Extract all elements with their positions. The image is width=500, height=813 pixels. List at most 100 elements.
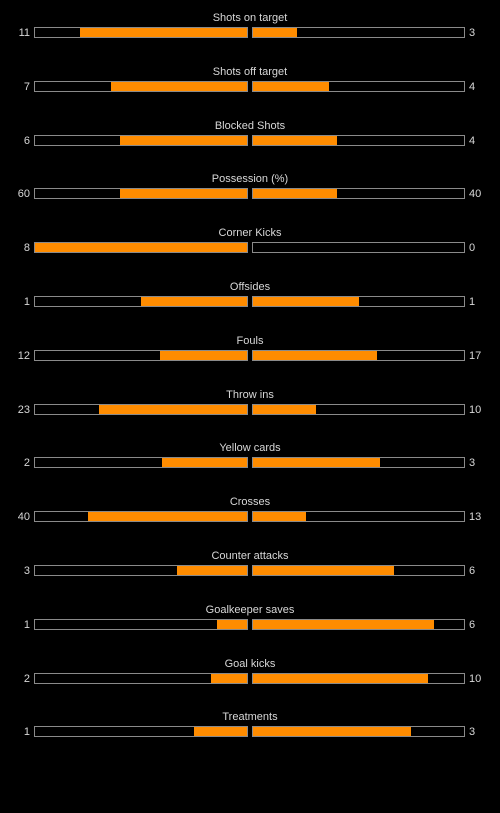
away-value: 17 xyxy=(469,349,482,362)
away-bar-fill xyxy=(253,458,380,468)
home-bar-fill xyxy=(35,243,247,253)
match-stats-panel: Shots on target 11 3 Shots off target 7 4 Bloc… xyxy=(0,11,500,764)
away-value: 4 xyxy=(469,134,476,147)
away-value: 0 xyxy=(469,242,476,255)
stat-label: Yellow cards xyxy=(219,442,281,455)
stat-label: Shots off target xyxy=(212,65,288,78)
home-value: 1 xyxy=(23,726,30,739)
away-bar xyxy=(252,80,465,92)
stat-row: Goal kicks 2 10 xyxy=(0,657,500,711)
away-value: 4 xyxy=(469,80,476,93)
stat-label: Fouls xyxy=(236,334,264,347)
away-value: 10 xyxy=(469,672,482,685)
away-value: 10 xyxy=(469,403,482,416)
home-bar xyxy=(34,672,248,684)
stat-label: Corner Kicks xyxy=(218,227,282,240)
home-value: 23 xyxy=(17,403,30,416)
home-bar xyxy=(34,457,248,469)
stat-label: Possession (%) xyxy=(211,173,289,186)
away-value: 1 xyxy=(469,295,476,308)
home-bar-fill xyxy=(119,189,247,199)
stat-row: Possession (%) 60 40 xyxy=(0,172,500,226)
away-bar-fill xyxy=(253,350,378,360)
away-bar-fill xyxy=(253,565,395,575)
home-bar xyxy=(34,618,248,630)
home-bar-fill xyxy=(194,727,247,737)
away-value: 13 xyxy=(469,511,482,524)
stat-row: Shots on target 11 3 xyxy=(0,11,500,65)
away-bar-fill xyxy=(253,727,412,737)
away-bar xyxy=(252,134,465,146)
away-bar-fill xyxy=(253,81,329,91)
stat-label: Counter attacks xyxy=(211,549,289,562)
stat-row: Throw ins 23 10 xyxy=(0,388,500,442)
home-bar-fill xyxy=(177,565,247,575)
away-bar xyxy=(252,726,465,738)
stat-label: Treatments xyxy=(222,711,278,724)
stat-row: Counter attacks 3 6 xyxy=(0,549,500,603)
stat-label: Offsides xyxy=(229,280,271,293)
stat-row: Shots off target 7 4 xyxy=(0,65,500,119)
stat-label: Goal kicks xyxy=(224,657,276,670)
away-bar xyxy=(252,564,465,576)
home-value: 2 xyxy=(23,457,30,470)
away-bar-fill xyxy=(253,189,338,199)
away-bar xyxy=(252,349,465,361)
home-bar xyxy=(34,27,248,38)
away-bar-fill xyxy=(253,512,306,522)
away-bar-fill xyxy=(253,673,429,683)
home-bar-fill xyxy=(210,673,247,683)
stat-row: Blocked Shots 6 4 xyxy=(0,119,500,173)
home-bar-fill xyxy=(119,135,247,145)
away-bar-fill xyxy=(253,135,338,145)
away-bar xyxy=(252,403,465,415)
away-bar-fill xyxy=(253,619,435,629)
stat-row: Corner Kicks 8 0 xyxy=(0,226,500,280)
stat-label: Shots on target xyxy=(212,12,288,24)
home-value: 7 xyxy=(23,80,30,93)
home-bar xyxy=(34,349,248,361)
away-bar xyxy=(252,618,465,630)
away-bar-fill xyxy=(253,28,298,37)
away-value: 3 xyxy=(469,27,476,39)
home-bar-fill xyxy=(141,296,247,306)
away-bar xyxy=(252,511,465,523)
stat-row: Yellow cards 2 3 xyxy=(0,441,500,495)
home-value: 12 xyxy=(17,349,30,362)
stat-row: Offsides 1 1 xyxy=(0,280,500,334)
home-value: 3 xyxy=(23,564,30,577)
home-bar-fill xyxy=(162,458,247,468)
home-bar xyxy=(34,295,248,307)
away-value: 40 xyxy=(469,188,482,201)
away-bar xyxy=(252,27,465,38)
away-bar xyxy=(252,295,465,307)
away-bar xyxy=(252,188,465,200)
home-value: 60 xyxy=(17,188,30,201)
stat-row: Goalkeeper saves 1 6 xyxy=(0,603,500,657)
stat-label: Crosses xyxy=(229,496,271,509)
away-bar xyxy=(252,242,465,254)
home-bar-fill xyxy=(111,81,247,91)
home-bar xyxy=(34,511,248,523)
home-bar-fill xyxy=(217,619,247,629)
away-value: 6 xyxy=(469,618,476,631)
home-bar xyxy=(34,188,248,200)
away-bar-fill xyxy=(253,296,359,306)
home-bar xyxy=(34,403,248,415)
stat-row: Crosses 40 13 xyxy=(0,495,500,549)
stat-label: Goalkeeper saves xyxy=(205,603,295,616)
home-value: 1 xyxy=(23,295,30,308)
home-value: 11 xyxy=(18,27,30,39)
home-value: 1 xyxy=(23,618,30,631)
home-bar xyxy=(34,80,248,92)
away-value: 6 xyxy=(469,564,476,577)
home-bar xyxy=(34,242,248,254)
home-value: 2 xyxy=(23,672,30,685)
away-value: 3 xyxy=(469,457,476,470)
stat-label: Blocked Shots xyxy=(214,119,286,132)
home-bar xyxy=(34,134,248,146)
stat-row: Treatments 1 3 xyxy=(0,710,500,764)
home-value: 6 xyxy=(23,134,30,147)
stat-row: Fouls 12 17 xyxy=(0,334,500,388)
home-bar-fill xyxy=(79,28,247,37)
